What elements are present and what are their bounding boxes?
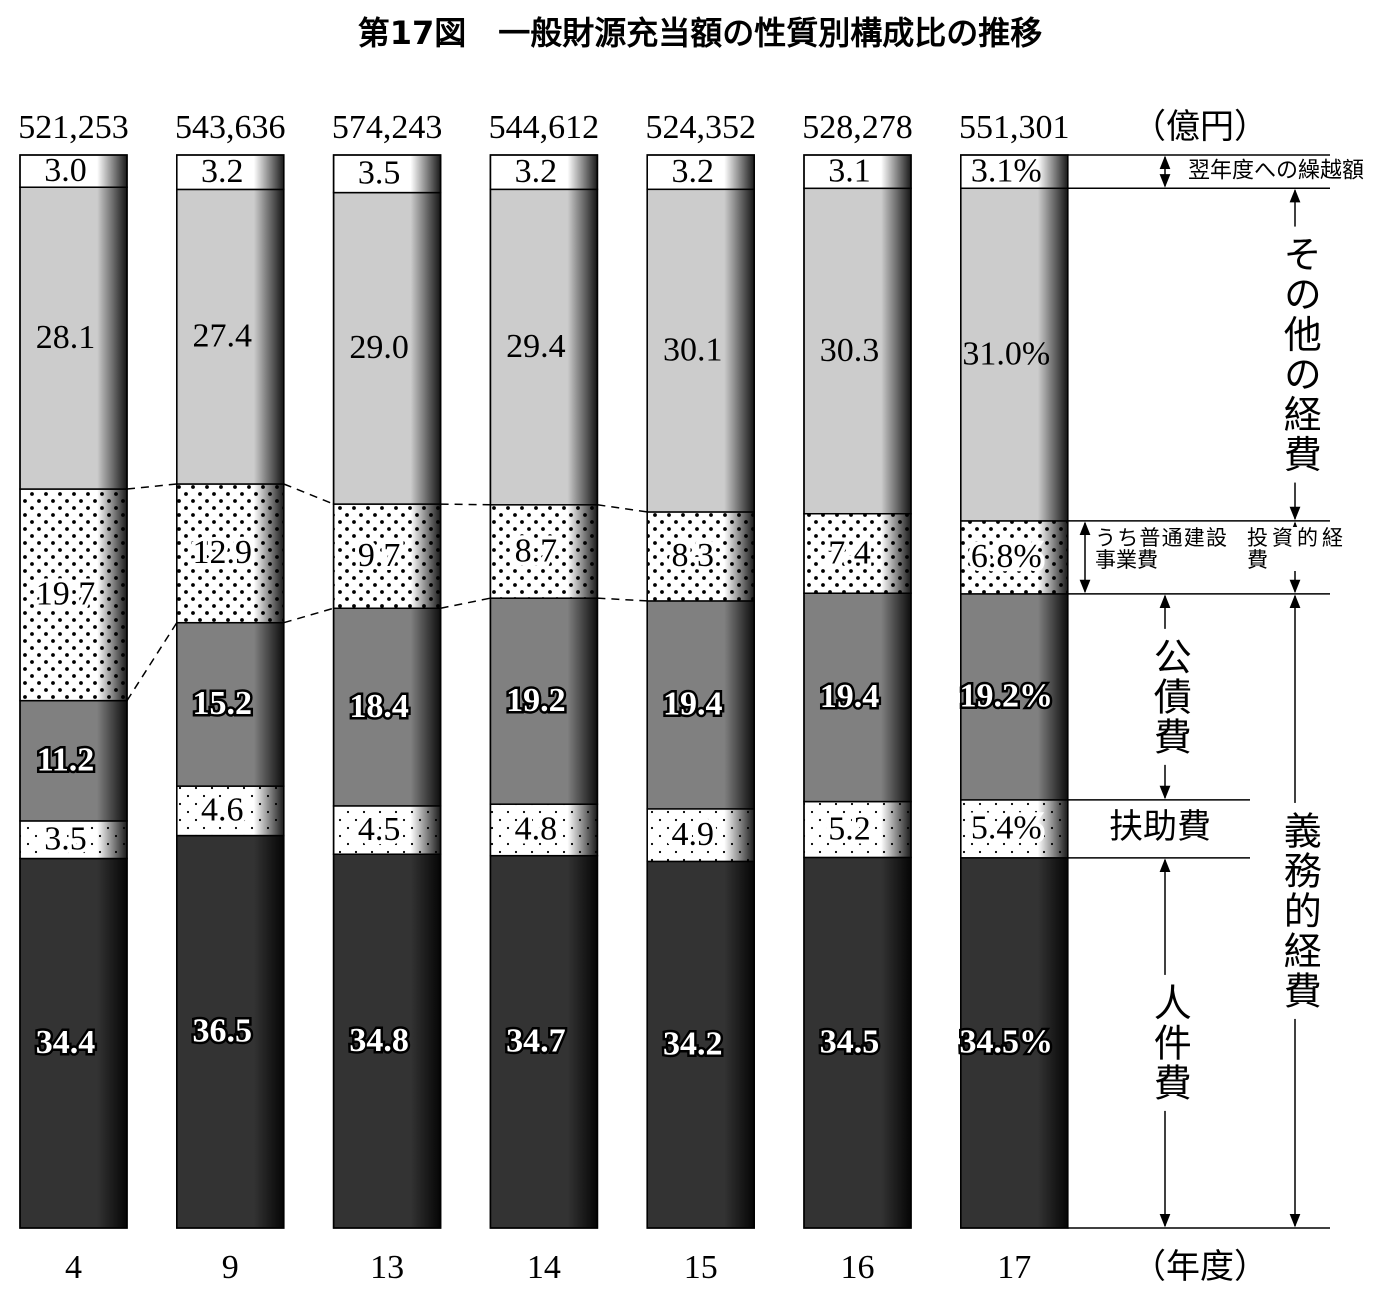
label-mask xyxy=(1143,974,1195,1111)
value-label: 19.2 xyxy=(506,682,566,719)
label-mask xyxy=(1273,802,1325,1019)
category-unit: （年度） xyxy=(1132,1248,1268,1286)
connector xyxy=(283,607,334,624)
value-label: 4.5 xyxy=(358,811,401,848)
value-label: 19.4 xyxy=(820,678,880,715)
value-label: 18.4 xyxy=(349,688,409,725)
value-label: 8.3 xyxy=(671,537,714,574)
value-label: 6.8% xyxy=(971,538,1042,575)
value-label: 4.6 xyxy=(201,792,244,829)
value-label: 11.2 xyxy=(37,742,95,779)
legend-label: うち普通建設事業費 xyxy=(1095,526,1227,572)
bar-shade xyxy=(960,154,1069,1229)
value-label: 34.8 xyxy=(349,1022,409,1059)
x-tick-label: 14 xyxy=(527,1249,561,1286)
bar-shade xyxy=(489,154,599,1229)
value-label: 34.5 xyxy=(820,1024,880,1061)
total-label: 543,636 xyxy=(175,109,286,146)
value-label: 34.2 xyxy=(663,1025,723,1062)
bar-shade xyxy=(332,154,442,1229)
value-label: 4.9 xyxy=(671,816,714,853)
x-tick-label: 15 xyxy=(684,1249,718,1286)
value-label: 19.2% xyxy=(960,678,1054,715)
legend-label: 翌年度への繰越額 xyxy=(1188,159,1364,184)
value-label: 19.7 xyxy=(36,576,96,613)
value-label: 4.8 xyxy=(515,811,558,848)
value-label: 5.4% xyxy=(971,810,1042,847)
total-label: 528,278 xyxy=(802,109,913,146)
value-label: 3.2 xyxy=(671,153,714,190)
value-label: 7.4 xyxy=(828,534,871,571)
connector xyxy=(597,504,648,513)
value-label: 29.4 xyxy=(506,328,566,365)
value-unit: （億円） xyxy=(1132,108,1268,146)
x-tick-label: 17 xyxy=(997,1249,1031,1286)
value-label: 3.2 xyxy=(515,153,558,190)
value-label: 19.4 xyxy=(663,686,723,723)
value-label: 34.5% xyxy=(960,1024,1054,1061)
value-label: 34.4 xyxy=(36,1024,96,1061)
value-label: 8.7 xyxy=(515,532,558,569)
value-label: 3.1% xyxy=(971,152,1042,189)
legend-label-box: 投資的経費 xyxy=(1247,526,1343,572)
legend-label: 義務的経費 xyxy=(1277,811,1320,1011)
connector xyxy=(597,597,648,602)
value-label: 30.3 xyxy=(820,332,880,369)
connector xyxy=(126,483,177,490)
value-label: 34.7 xyxy=(506,1023,566,1060)
value-label: 5.2 xyxy=(828,810,871,847)
value-label: 3.5 xyxy=(358,155,401,192)
x-tick-label: 16 xyxy=(841,1249,875,1286)
legend-label-box: うち普通建設事業費 xyxy=(1095,526,1227,572)
value-label: 3.2 xyxy=(201,153,244,190)
legend-label: 人件費 xyxy=(1147,983,1190,1103)
total-label: 524,352 xyxy=(645,109,756,146)
connector xyxy=(126,622,178,702)
total-label: 551,301 xyxy=(959,109,1070,146)
value-label: 15.2 xyxy=(193,685,253,722)
total-label: 544,612 xyxy=(489,109,600,146)
connector xyxy=(440,597,491,609)
legend-label: 公債費 xyxy=(1147,637,1191,757)
legend-label: 扶助費 xyxy=(1109,807,1211,847)
value-label: 36.5 xyxy=(193,1013,253,1050)
bar-shade xyxy=(176,154,285,1229)
value-label: 3.1 xyxy=(828,152,871,189)
value-label: 31.0% xyxy=(962,335,1050,372)
value-label: 30.1 xyxy=(663,331,723,368)
connector xyxy=(283,483,334,505)
value-label: 29.0 xyxy=(349,329,409,366)
value-label: 3.5 xyxy=(44,821,87,858)
legend-label: その他の経費 xyxy=(1277,235,1321,475)
total-label: 521,253 xyxy=(18,109,129,146)
x-tick-label: 13 xyxy=(370,1249,404,1286)
bar-shade xyxy=(646,154,755,1229)
label-mask xyxy=(1273,226,1326,483)
bar-shade xyxy=(803,154,912,1229)
value-label: 9.7 xyxy=(358,537,401,574)
x-tick-label: 4 xyxy=(65,1249,82,1286)
bar-shade xyxy=(19,154,128,1229)
connector xyxy=(440,503,491,506)
legend-label: 投資的経費 xyxy=(1247,526,1343,572)
value-label: 3.0 xyxy=(44,152,87,189)
total-label: 574,243 xyxy=(332,109,443,146)
value-label: 28.1 xyxy=(36,319,96,356)
label-mask xyxy=(1143,628,1196,765)
chart-title: 第17図 一般財源充当額の性質別構成比の推移 xyxy=(358,14,1043,52)
value-label: 12.9 xyxy=(193,534,253,571)
x-tick-label: 9 xyxy=(222,1249,239,1286)
value-label: 27.4 xyxy=(193,317,253,354)
